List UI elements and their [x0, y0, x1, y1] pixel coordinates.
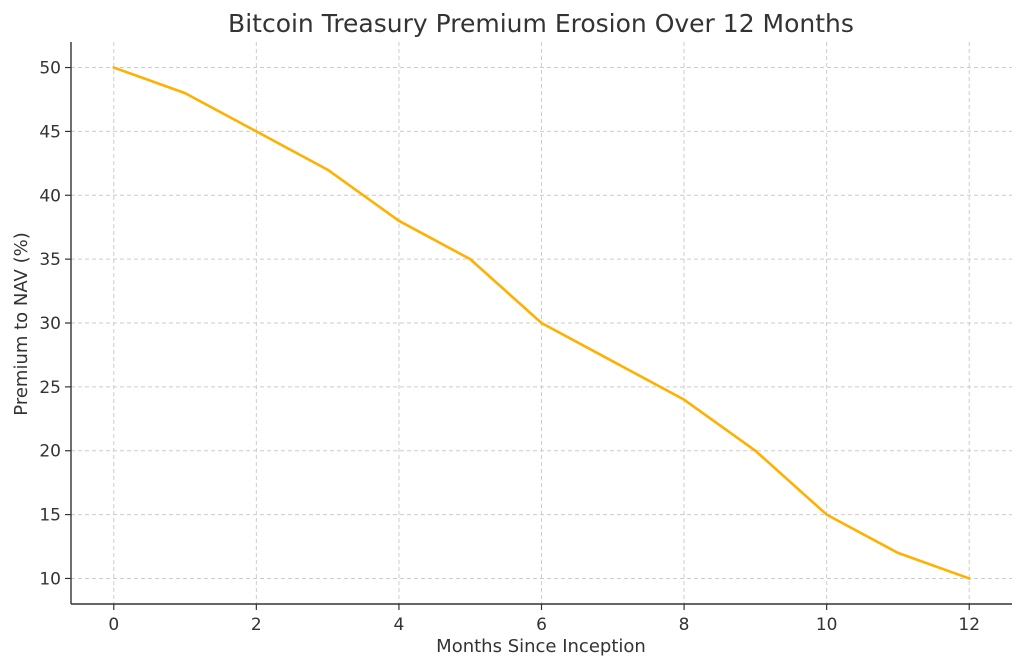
x-ticks: 0 2 4 6 8 10 12	[108, 604, 980, 635]
data-point-5	[468, 257, 472, 261]
y-tick-label-30: 30	[39, 314, 61, 334]
data-point-3	[326, 168, 329, 172]
data-point-0	[112, 66, 116, 69]
data-point-11	[896, 551, 900, 555]
y-tick-label-15: 15	[39, 506, 61, 526]
y-axis-label: Premium to NAV (%)	[11, 232, 32, 415]
grid-lines	[71, 42, 1012, 604]
data-point-9	[754, 449, 757, 453]
x-tick-label-12: 12	[958, 615, 980, 635]
x-tick-label-0: 0	[108, 615, 119, 635]
data-point-2	[255, 130, 258, 133]
x-axis-label: Months Since Inception	[436, 636, 646, 657]
y-tick-label-35: 35	[39, 250, 61, 270]
data-point-6	[540, 321, 543, 325]
y-ticks: 10 15 20 25 30 35 40 45 50	[39, 59, 71, 589]
series-layer	[112, 66, 971, 580]
data-point-8	[682, 398, 686, 401]
x-tick-label-8: 8	[679, 615, 690, 635]
y-tick-label-10: 10	[39, 569, 61, 589]
y-tick-label-45: 45	[39, 122, 61, 142]
data-point-4	[397, 219, 401, 223]
x-tick-label-10: 10	[816, 615, 838, 635]
data-point-10	[825, 513, 828, 516]
chart-title: Bitcoin Treasury Premium Erosion Over 12…	[228, 9, 854, 38]
data-point-1	[183, 91, 187, 95]
x-tick-label-4: 4	[394, 615, 405, 635]
y-tick-label-40: 40	[39, 186, 61, 206]
x-tick-label-6: 6	[536, 615, 547, 635]
y-tick-label-50: 50	[39, 59, 61, 79]
data-point-12	[967, 577, 971, 580]
y-tick-label-25: 25	[39, 378, 61, 398]
x-tick-label-2: 2	[251, 615, 262, 635]
y-tick-label-20: 20	[39, 442, 61, 462]
data-point-7	[611, 360, 615, 363]
